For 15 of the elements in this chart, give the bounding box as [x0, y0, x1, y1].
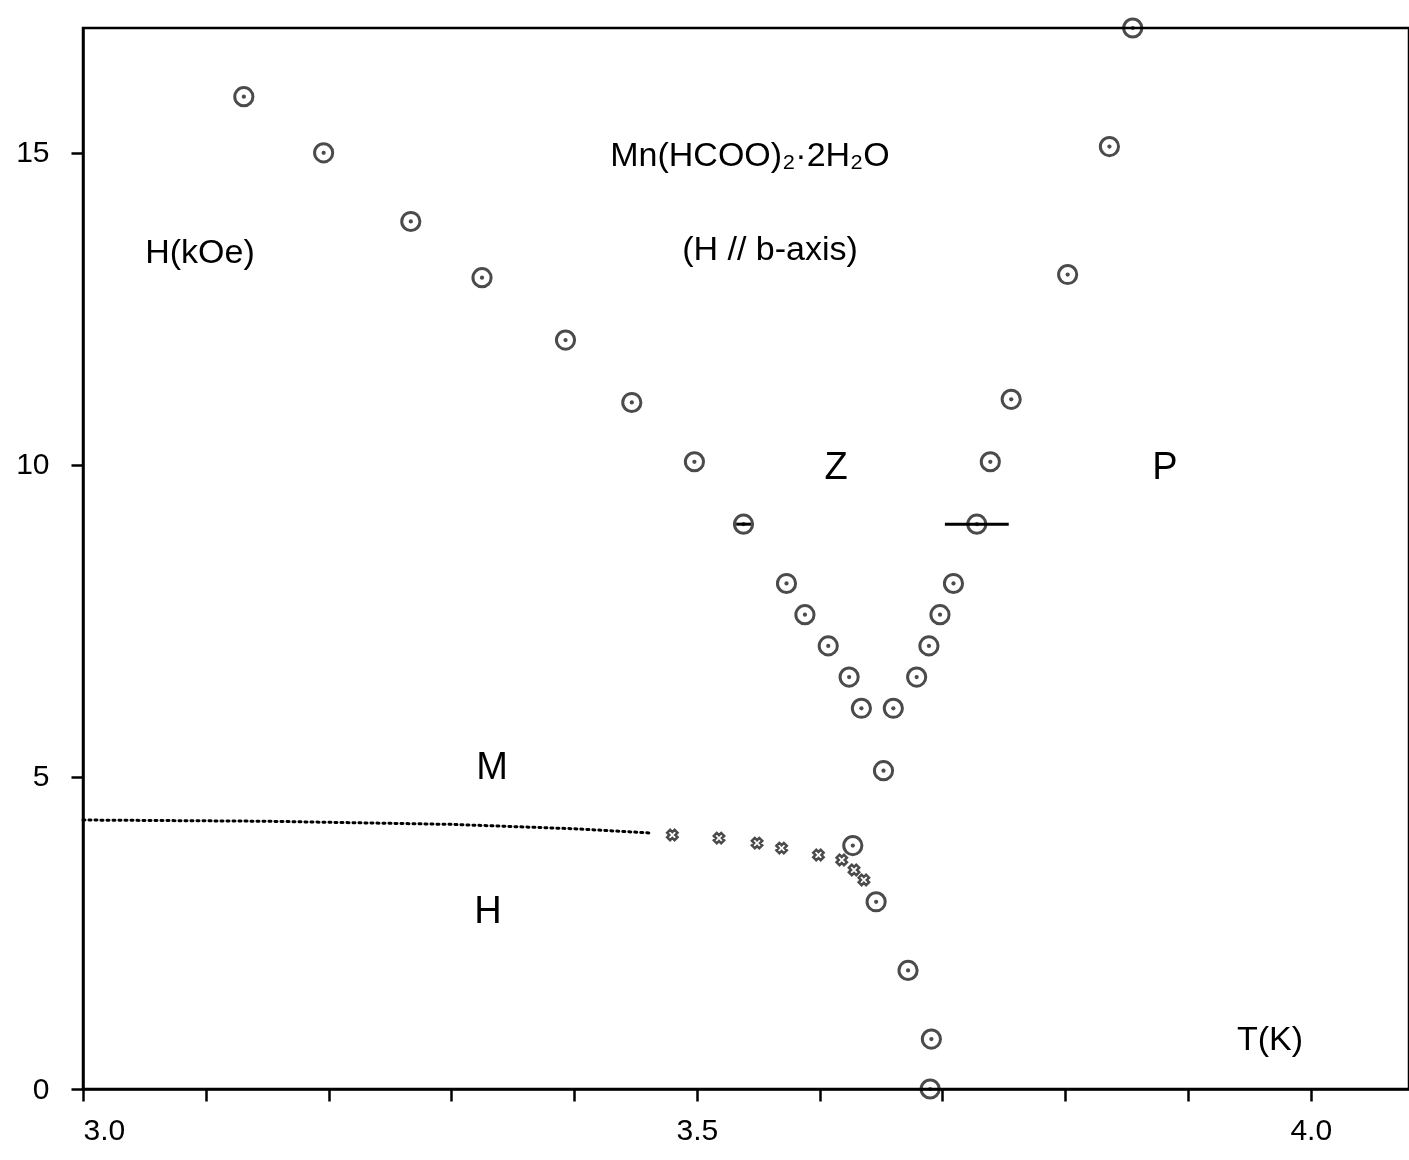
x-axis-title: T(K) [1236, 1019, 1304, 1057]
annotation: P [1152, 445, 1178, 487]
annotation: Z [824, 445, 848, 487]
y-tick-label: 15 [16, 135, 50, 169]
y-axis-title: H(kOe) [145, 232, 255, 270]
x-tick-label: 3.0 [83, 1112, 126, 1146]
x-tick-label: 3.5 [676, 1112, 719, 1146]
y-tick-label: 5 [32, 759, 50, 793]
text: Mn(HCOO)₂·2H₂O [610, 135, 890, 173]
x-tick-label: 4.0 [1290, 1112, 1333, 1146]
y-tick-label: 0 [32, 1071, 50, 1105]
text: (H // b-axis) [682, 229, 858, 267]
y-tick-label: 10 [16, 447, 50, 481]
annotation: H [474, 889, 502, 931]
annotation: M [476, 745, 508, 787]
